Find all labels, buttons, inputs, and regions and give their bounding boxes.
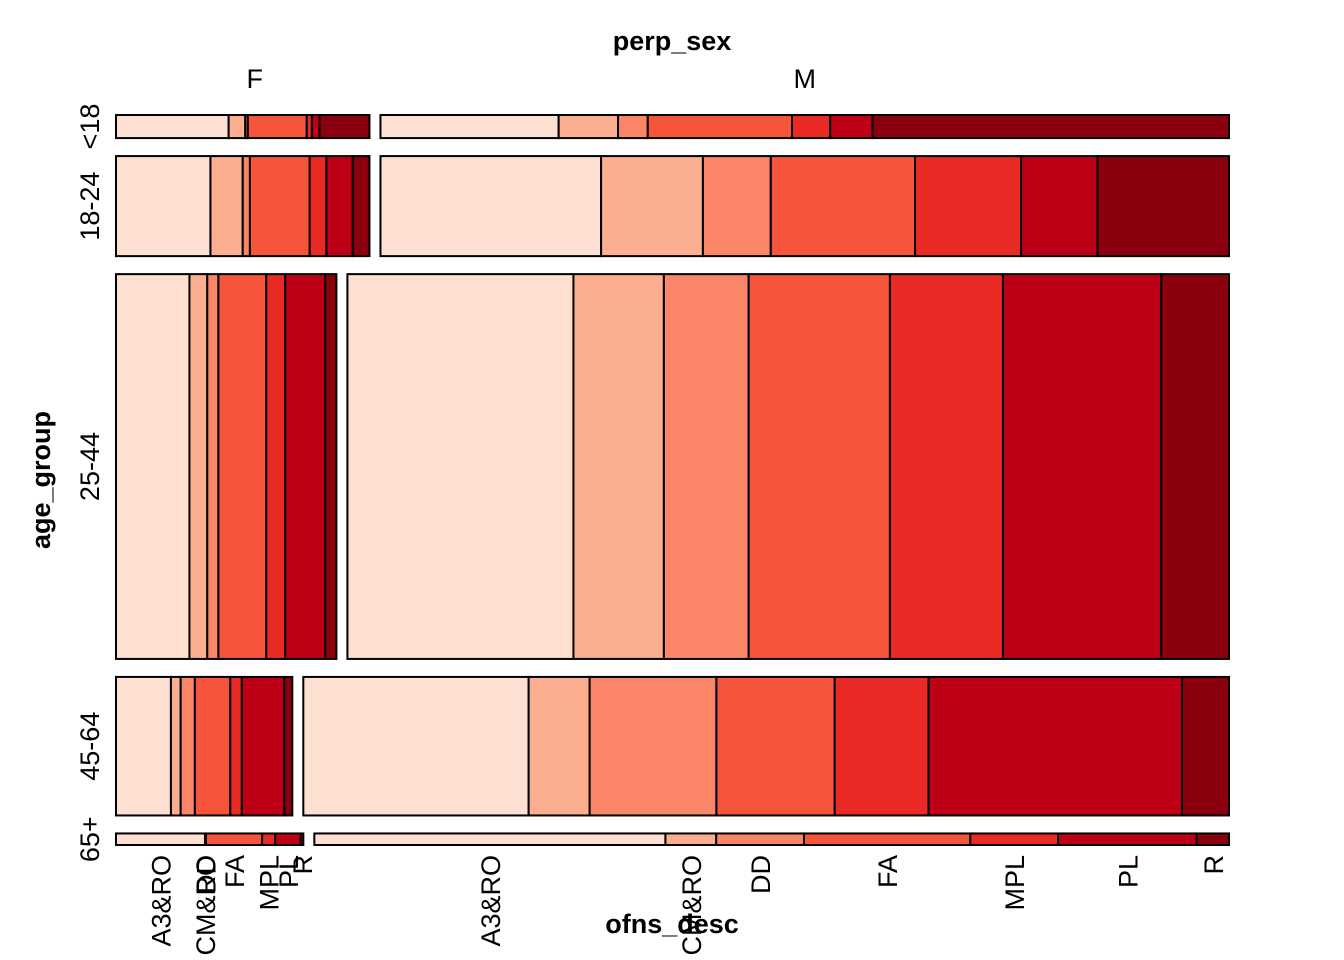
tile-f-18-24-fa (248, 155, 311, 258)
tile-m-18-24-dd (701, 155, 772, 258)
tile-m-65-mpl (969, 832, 1060, 846)
tile-m-25-44-cmandro (572, 273, 665, 660)
tile-m-45-64-dd (588, 675, 718, 817)
tick-label-m-fa: FA (873, 855, 903, 888)
tile-m-45-64-a3andro (302, 675, 530, 817)
tile-f-45-64-a3andro (115, 675, 172, 817)
tile-m-25-44-dd (662, 273, 750, 660)
tick-label-f-cmandro: CM&RO (191, 855, 221, 956)
tile-m-18-dd (617, 114, 649, 140)
tile-m-65-cmandro (664, 832, 718, 846)
tile-f-65-mpl (261, 832, 277, 846)
tile-m-18-cmandro (557, 114, 620, 140)
tick-label-f-mpl: MPL (255, 855, 285, 911)
tile-f-18-24-pl (325, 155, 354, 258)
tile-m-18-24-mpl (914, 155, 1023, 258)
tile-f-65-r (299, 832, 305, 846)
tile-f-18-cmandro (227, 114, 247, 140)
mosaic-tiles (115, 114, 1231, 846)
tile-f-18-24-dd (241, 155, 251, 258)
tile-f-18-r (318, 114, 371, 140)
tile-m-25-44-r (1160, 273, 1230, 660)
tile-f-45-64-fa (193, 675, 232, 817)
tile-m-25-44-a3andro (346, 273, 575, 660)
tile-m-18-a3andro (379, 114, 560, 140)
tile-m-65-fa (803, 832, 972, 846)
tile-f-65-a3andro (115, 832, 206, 846)
tile-m-18-24-cmandro (600, 155, 704, 258)
tile-m-65-a3andro (313, 832, 667, 846)
tick-label-m-mpl: MPL (1000, 855, 1030, 911)
tick-label-f-fa: FA (220, 855, 250, 888)
tile-m-18-r (871, 114, 1231, 140)
tile-f-25-44-pl (284, 273, 327, 660)
tile-f-25-44-mpl (265, 273, 287, 660)
tile-m-18-24-fa (769, 155, 917, 258)
tile-f-45-64-r (283, 675, 294, 817)
tile-f-45-64-dd (179, 675, 196, 817)
age-group-label-18: <18 (75, 104, 105, 150)
tile-f-18-24-mpl (308, 155, 328, 258)
tile-f-18-24-a3andro (115, 155, 212, 258)
tile-f-25-44-cmandro (188, 273, 209, 660)
tick-label-f-dd: DD (191, 855, 221, 894)
tile-f-18-fa (246, 114, 308, 140)
cell-variable-title: ofns_desc (605, 909, 739, 939)
tile-m-45-64-pl (927, 675, 1184, 817)
tile-m-45-64-mpl (833, 675, 930, 817)
tile-f-65-fa (204, 832, 264, 846)
tile-f-25-44-a3andro (115, 273, 191, 660)
age-group-label-18-24: 18-24 (75, 172, 105, 241)
tile-f-45-64-cmandro (169, 675, 182, 817)
tick-label-m-r: R (1199, 855, 1229, 875)
tile-f-18-24-cmandro (209, 155, 244, 258)
tile-m-25-44-pl (1001, 273, 1163, 660)
tile-m-65-pl (1057, 832, 1198, 846)
tile-m-45-64-fa (715, 675, 836, 817)
tile-m-18-fa (646, 114, 794, 140)
tile-m-25-44-fa (747, 273, 891, 660)
age-group-label-25-44: 25-44 (75, 432, 105, 501)
tile-f-25-44-r (324, 273, 338, 660)
tile-m-45-64-r (1181, 675, 1231, 817)
column-variable-title: perp_sex (613, 26, 732, 56)
tick-label-f-pl: PL (274, 855, 304, 888)
tile-m-18-mpl (791, 114, 832, 140)
tick-label-m-cmandro: CM&RO (677, 855, 707, 956)
tick-label-m-pl: PL (1113, 855, 1143, 888)
tick-label-f-r: R (288, 855, 318, 875)
age-group-label-65: 65+ (75, 816, 105, 862)
tick-label-m-a3andro: A3&RO (476, 855, 506, 947)
tick-label-f-a3andro: A3&RO (146, 855, 176, 947)
tile-f-25-44-dd (206, 273, 220, 660)
tile-f-18-24-r (351, 155, 371, 258)
tile-f-25-44-fa (217, 273, 268, 660)
tile-m-18-24-r (1096, 155, 1231, 258)
tile-m-18-24-pl (1020, 155, 1099, 258)
tile-f-65-pl (274, 832, 302, 846)
tile-m-18-24-a3andro (379, 155, 603, 258)
tile-f-18-a3andro (115, 114, 230, 140)
tile-f-45-64-pl (240, 675, 286, 817)
tile-m-65-dd (715, 832, 806, 846)
tile-m-65-r (1195, 832, 1231, 846)
tile-m-18-pl (829, 114, 874, 140)
tile-m-25-44-mpl (888, 273, 1004, 660)
age-group-level-labels: <18 18-24 25-44 45-64 65+ (75, 104, 105, 862)
tile-f-45-64-mpl (229, 675, 243, 817)
row-variable-title: age_group (26, 411, 56, 549)
sex-label-f: F (246, 64, 263, 94)
sex-label-m: M (793, 64, 816, 94)
tile-m-45-64-cmandro (527, 675, 591, 817)
age-group-label-45-64: 45-64 (75, 712, 105, 781)
tick-label-m-dd: DD (746, 855, 776, 894)
tile-f-18-pl (310, 114, 321, 140)
